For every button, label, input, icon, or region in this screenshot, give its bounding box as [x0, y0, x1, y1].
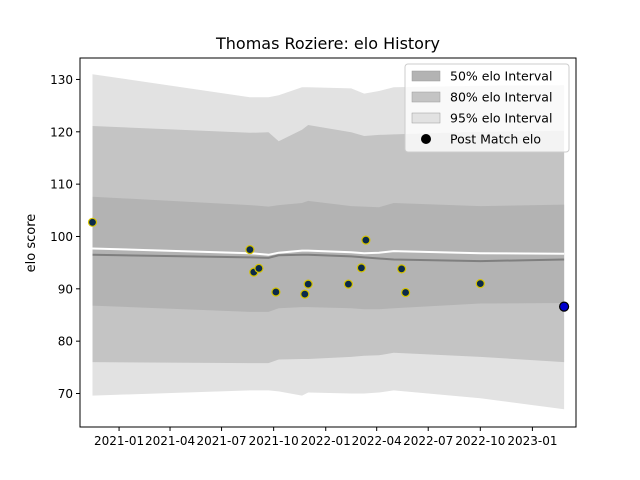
- y-axis-label: elo score: [24, 214, 39, 273]
- interval-bands: [92, 74, 565, 410]
- x-tick-label: 2021-10: [249, 434, 299, 448]
- legend-label: 95% elo Interval: [450, 111, 552, 126]
- post-match-point: [361, 235, 371, 245]
- band-50: [92, 196, 565, 312]
- trend-lines: [92, 247, 565, 263]
- post-match-point: [254, 263, 264, 273]
- median-line: [92, 253, 565, 263]
- y-tick-label: 130: [50, 73, 73, 87]
- post-match-point: [300, 289, 310, 299]
- y-tick-label: 120: [50, 125, 73, 139]
- y-tick-label: 110: [50, 178, 73, 192]
- legend-swatch: [411, 91, 441, 103]
- legend-box: [404, 63, 570, 153]
- y-tick-label: 90: [58, 282, 73, 296]
- y-axis: 70 80 90 100 110 120 130: [50, 73, 80, 401]
- plot-frame: [79, 57, 577, 428]
- post-match-point: [356, 263, 366, 273]
- legend-label: 80% elo Interval: [450, 90, 552, 105]
- post-match-point: [271, 287, 281, 297]
- post-match-point: [245, 245, 255, 255]
- x-tick-label: 2021-07: [196, 434, 246, 448]
- post-match-point: [343, 279, 353, 289]
- legend-swatch: [411, 70, 441, 82]
- post-match-point: [87, 217, 98, 227]
- x-tick-label: 2022-01: [301, 434, 351, 448]
- x-tick-label: 2021-04: [145, 434, 195, 448]
- post-match-point: [401, 287, 411, 298]
- x-tick-label: 2023-01: [507, 434, 557, 448]
- y-tick-label: 100: [50, 230, 73, 244]
- post-match-point: [475, 279, 485, 289]
- x-axis: 2021-01 2021-04 2021-07 2021-10 2022-01 2022-…: [94, 427, 557, 448]
- legend-marker: [421, 134, 431, 144]
- post-match-points: [87, 217, 570, 312]
- mean-line: [92, 247, 565, 256]
- post-match-point: [558, 301, 570, 312]
- post-match-point: [397, 264, 407, 274]
- y-tick-label: 80: [58, 335, 73, 349]
- legend-swatch: [411, 112, 441, 124]
- x-tick-label: 2022-07: [403, 434, 453, 448]
- x-tick-label: 2022-04: [352, 434, 402, 448]
- chart-title: Thomas Roziere: elo History: [215, 34, 440, 53]
- x-tick-label: 2021-01: [94, 434, 144, 448]
- legend-label: Post Match elo: [450, 132, 541, 147]
- post-match-point: [303, 279, 313, 289]
- legend-label: 50% elo Interval: [450, 69, 552, 84]
- x-tick-label: 2022-10: [455, 434, 505, 448]
- legend: 50% elo Interval 80% elo Interval 95% elo …: [404, 63, 570, 153]
- y-tick-label: 70: [58, 387, 73, 401]
